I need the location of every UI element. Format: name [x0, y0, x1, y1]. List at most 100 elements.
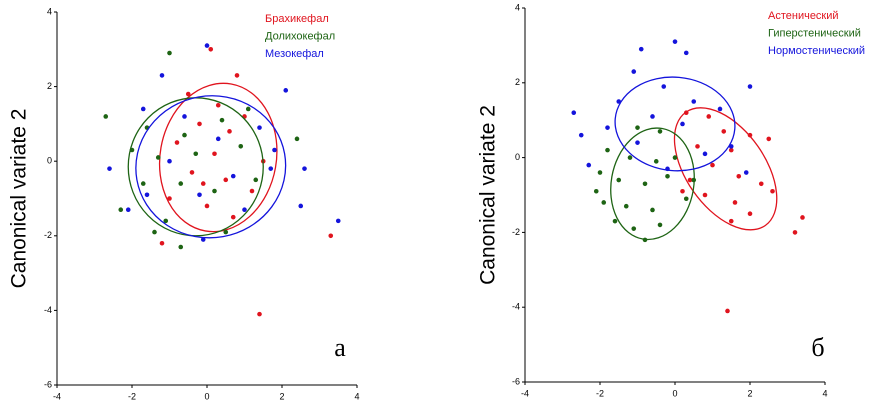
- point: [245, 106, 251, 112]
- x-tick-label: -4: [521, 388, 529, 398]
- point: [167, 158, 172, 164]
- point: [234, 73, 240, 78]
- y-tick-label: 4: [515, 2, 520, 12]
- point: [294, 136, 300, 142]
- panel-label: а: [334, 333, 346, 362]
- point: [631, 69, 637, 74]
- point: [680, 121, 685, 127]
- group-ellipse: [158, 82, 278, 233]
- x-tick-label: -2: [128, 391, 136, 401]
- point: [616, 177, 622, 183]
- point: [200, 181, 206, 186]
- legend-entry: Долихокефал: [265, 30, 335, 42]
- point: [152, 229, 157, 235]
- x-tick-label: 4: [822, 388, 827, 398]
- point: [167, 196, 172, 201]
- point: [728, 147, 734, 153]
- point: [253, 177, 259, 183]
- point: [743, 170, 749, 175]
- point: [650, 114, 655, 119]
- point: [230, 214, 236, 220]
- point: [687, 177, 693, 183]
- point: [683, 196, 689, 202]
- point: [159, 240, 165, 246]
- point: [200, 237, 206, 242]
- y-tick-label: -2: [512, 227, 520, 237]
- group-ellipse: [127, 97, 264, 237]
- point: [691, 177, 697, 183]
- point: [249, 188, 255, 194]
- point: [238, 143, 244, 149]
- y-tick-label: 0: [515, 152, 520, 162]
- point: [635, 140, 640, 145]
- x-tick-label: 0: [672, 388, 677, 398]
- point: [215, 102, 221, 108]
- point: [747, 84, 753, 89]
- point: [129, 147, 135, 153]
- point: [747, 211, 753, 216]
- point: [208, 47, 214, 52]
- point: [283, 88, 289, 93]
- point: [163, 218, 169, 224]
- x-tick-label: 2: [279, 391, 284, 401]
- point: [204, 203, 210, 209]
- point: [182, 114, 187, 119]
- point: [627, 155, 633, 160]
- point: [650, 207, 655, 213]
- group-ellipse: [614, 76, 736, 172]
- point: [140, 181, 146, 186]
- group-ellipse: [135, 95, 287, 239]
- point: [657, 129, 663, 134]
- point: [242, 207, 247, 212]
- point: [571, 110, 577, 116]
- point: [118, 207, 124, 212]
- point: [601, 200, 607, 205]
- point: [597, 170, 603, 175]
- x-tick-label: 4: [354, 391, 359, 401]
- point: [728, 144, 734, 149]
- point: [631, 226, 637, 231]
- point: [593, 188, 599, 194]
- point: [672, 155, 678, 160]
- point: [717, 106, 723, 112]
- point: [328, 233, 334, 239]
- point: [747, 132, 753, 138]
- point: [702, 151, 708, 157]
- point: [605, 125, 610, 130]
- point: [268, 166, 274, 171]
- point: [174, 140, 180, 145]
- x-tick-label: 2: [747, 388, 752, 398]
- point: [257, 311, 262, 317]
- y-tick-label: -2: [44, 230, 52, 240]
- y-tick-label: -6: [512, 376, 520, 386]
- point: [272, 147, 277, 153]
- point: [612, 218, 618, 224]
- point: [758, 181, 764, 187]
- y-tick-label: 4: [47, 6, 52, 16]
- y-tick-label: -4: [512, 302, 520, 312]
- point: [189, 170, 195, 175]
- x-tick-label: -4: [53, 391, 61, 401]
- legend-entry: Мезокефал: [265, 48, 324, 60]
- y-tick-label: 2: [47, 81, 52, 91]
- legend-entry: Брахикефал: [265, 13, 329, 25]
- point: [800, 215, 805, 220]
- x-tick-label: -2: [596, 388, 604, 398]
- point: [770, 188, 775, 194]
- point: [103, 114, 109, 119]
- point: [219, 117, 225, 123]
- point: [725, 308, 730, 314]
- legend-entry: Нормостенический: [768, 45, 865, 57]
- point: [691, 99, 697, 104]
- point: [230, 173, 236, 179]
- point: [706, 114, 712, 119]
- point: [159, 73, 165, 78]
- point: [661, 84, 667, 89]
- point: [732, 200, 738, 205]
- group-ellipse: [610, 127, 695, 241]
- point: [680, 188, 685, 194]
- point: [107, 166, 112, 171]
- point: [721, 129, 727, 134]
- y-tick-label: 2: [515, 77, 520, 87]
